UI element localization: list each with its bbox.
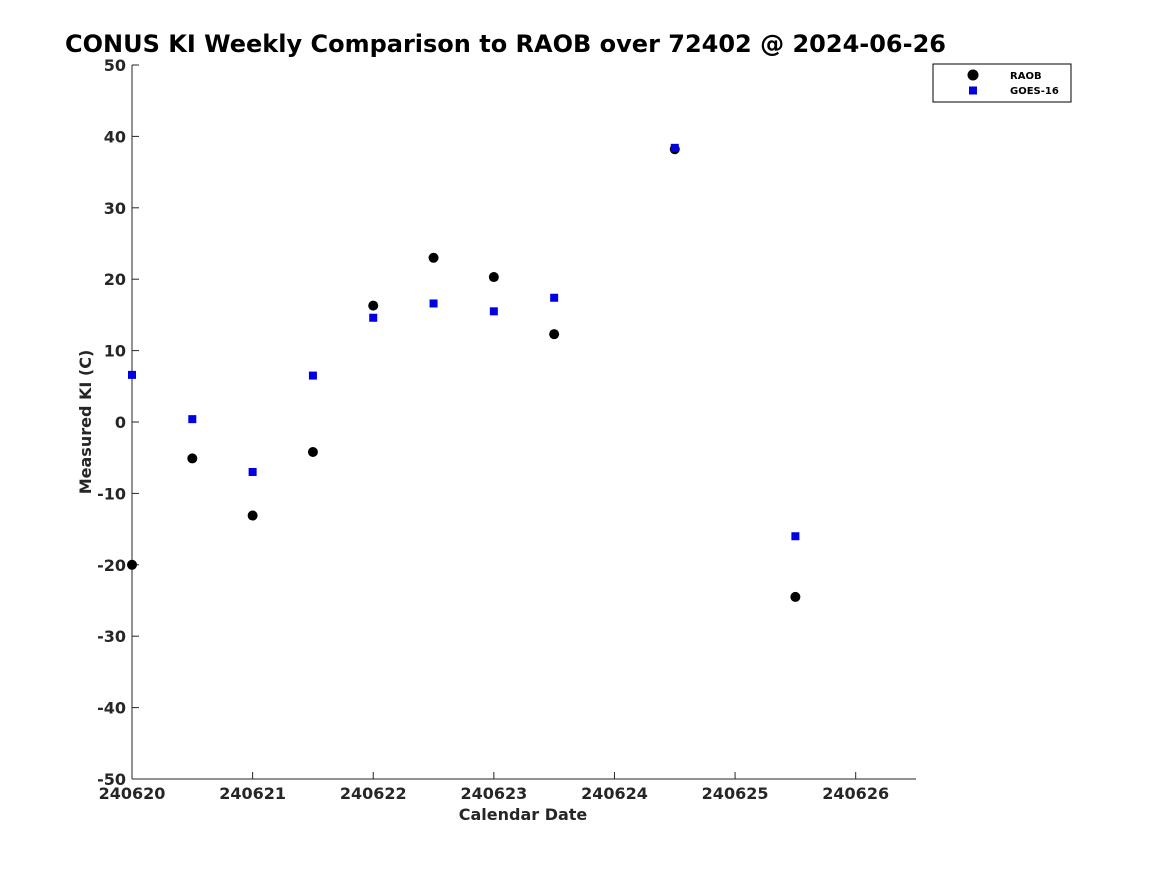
point-goes16: [248, 467, 257, 476]
legend: RAOB GOES-16: [932, 63, 1072, 103]
point-goes16: [670, 143, 679, 152]
point-raob: [127, 559, 137, 570]
point-raob: [247, 510, 258, 521]
x-tick-label: 240623: [460, 784, 527, 803]
y-tick-label: -30: [97, 627, 126, 646]
y-tick-label: -10: [97, 484, 126, 503]
point-raob: [428, 252, 439, 263]
point-raob: [307, 446, 318, 457]
point-raob: [488, 272, 499, 283]
point-goes16: [369, 313, 378, 322]
y-tick-label: 0: [115, 413, 126, 432]
point-raob: [368, 300, 379, 311]
point-goes16: [489, 307, 498, 316]
legend-marker-goes16: [969, 86, 977, 95]
y-tick-label: 30: [104, 199, 126, 218]
y-tick-label: 10: [104, 342, 126, 361]
legend-label-goes16: GOES-16: [1010, 86, 1059, 97]
point-goes16: [429, 299, 438, 308]
x-tick-label: 240624: [581, 784, 648, 803]
point-raob: [790, 591, 801, 602]
point-goes16: [791, 532, 800, 541]
legend-marker-raob: [967, 69, 979, 81]
legend-box: [932, 63, 1072, 103]
y-axis-label: Measured KI (C): [76, 350, 95, 495]
point-raob: [549, 329, 560, 340]
point-raob: [187, 453, 198, 464]
point-goes16: [128, 370, 136, 379]
point-goes16: [550, 293, 559, 302]
y-tick-label: -20: [97, 556, 126, 575]
chart-title: CONUS KI Weekly Comparison to RAOB over …: [65, 30, 946, 58]
x-tick-label: 240621: [219, 784, 286, 803]
x-axis-label: Calendar Date: [459, 805, 588, 824]
x-tick-label: 240625: [702, 784, 769, 803]
x-tick-label: 240626: [822, 784, 889, 803]
y-tick-label: 40: [104, 127, 126, 146]
y-tick-label: -40: [97, 699, 126, 718]
x-tick-label: 240620: [99, 784, 166, 803]
legend-label-raob: RAOB: [1010, 71, 1042, 82]
point-goes16: [188, 415, 197, 424]
y-tick-label: -50: [97, 770, 126, 789]
y-tick-label: 20: [104, 270, 126, 289]
y-tick-label: 50: [104, 56, 126, 75]
point-goes16: [308, 371, 317, 380]
x-tick-label: 240622: [340, 784, 407, 803]
